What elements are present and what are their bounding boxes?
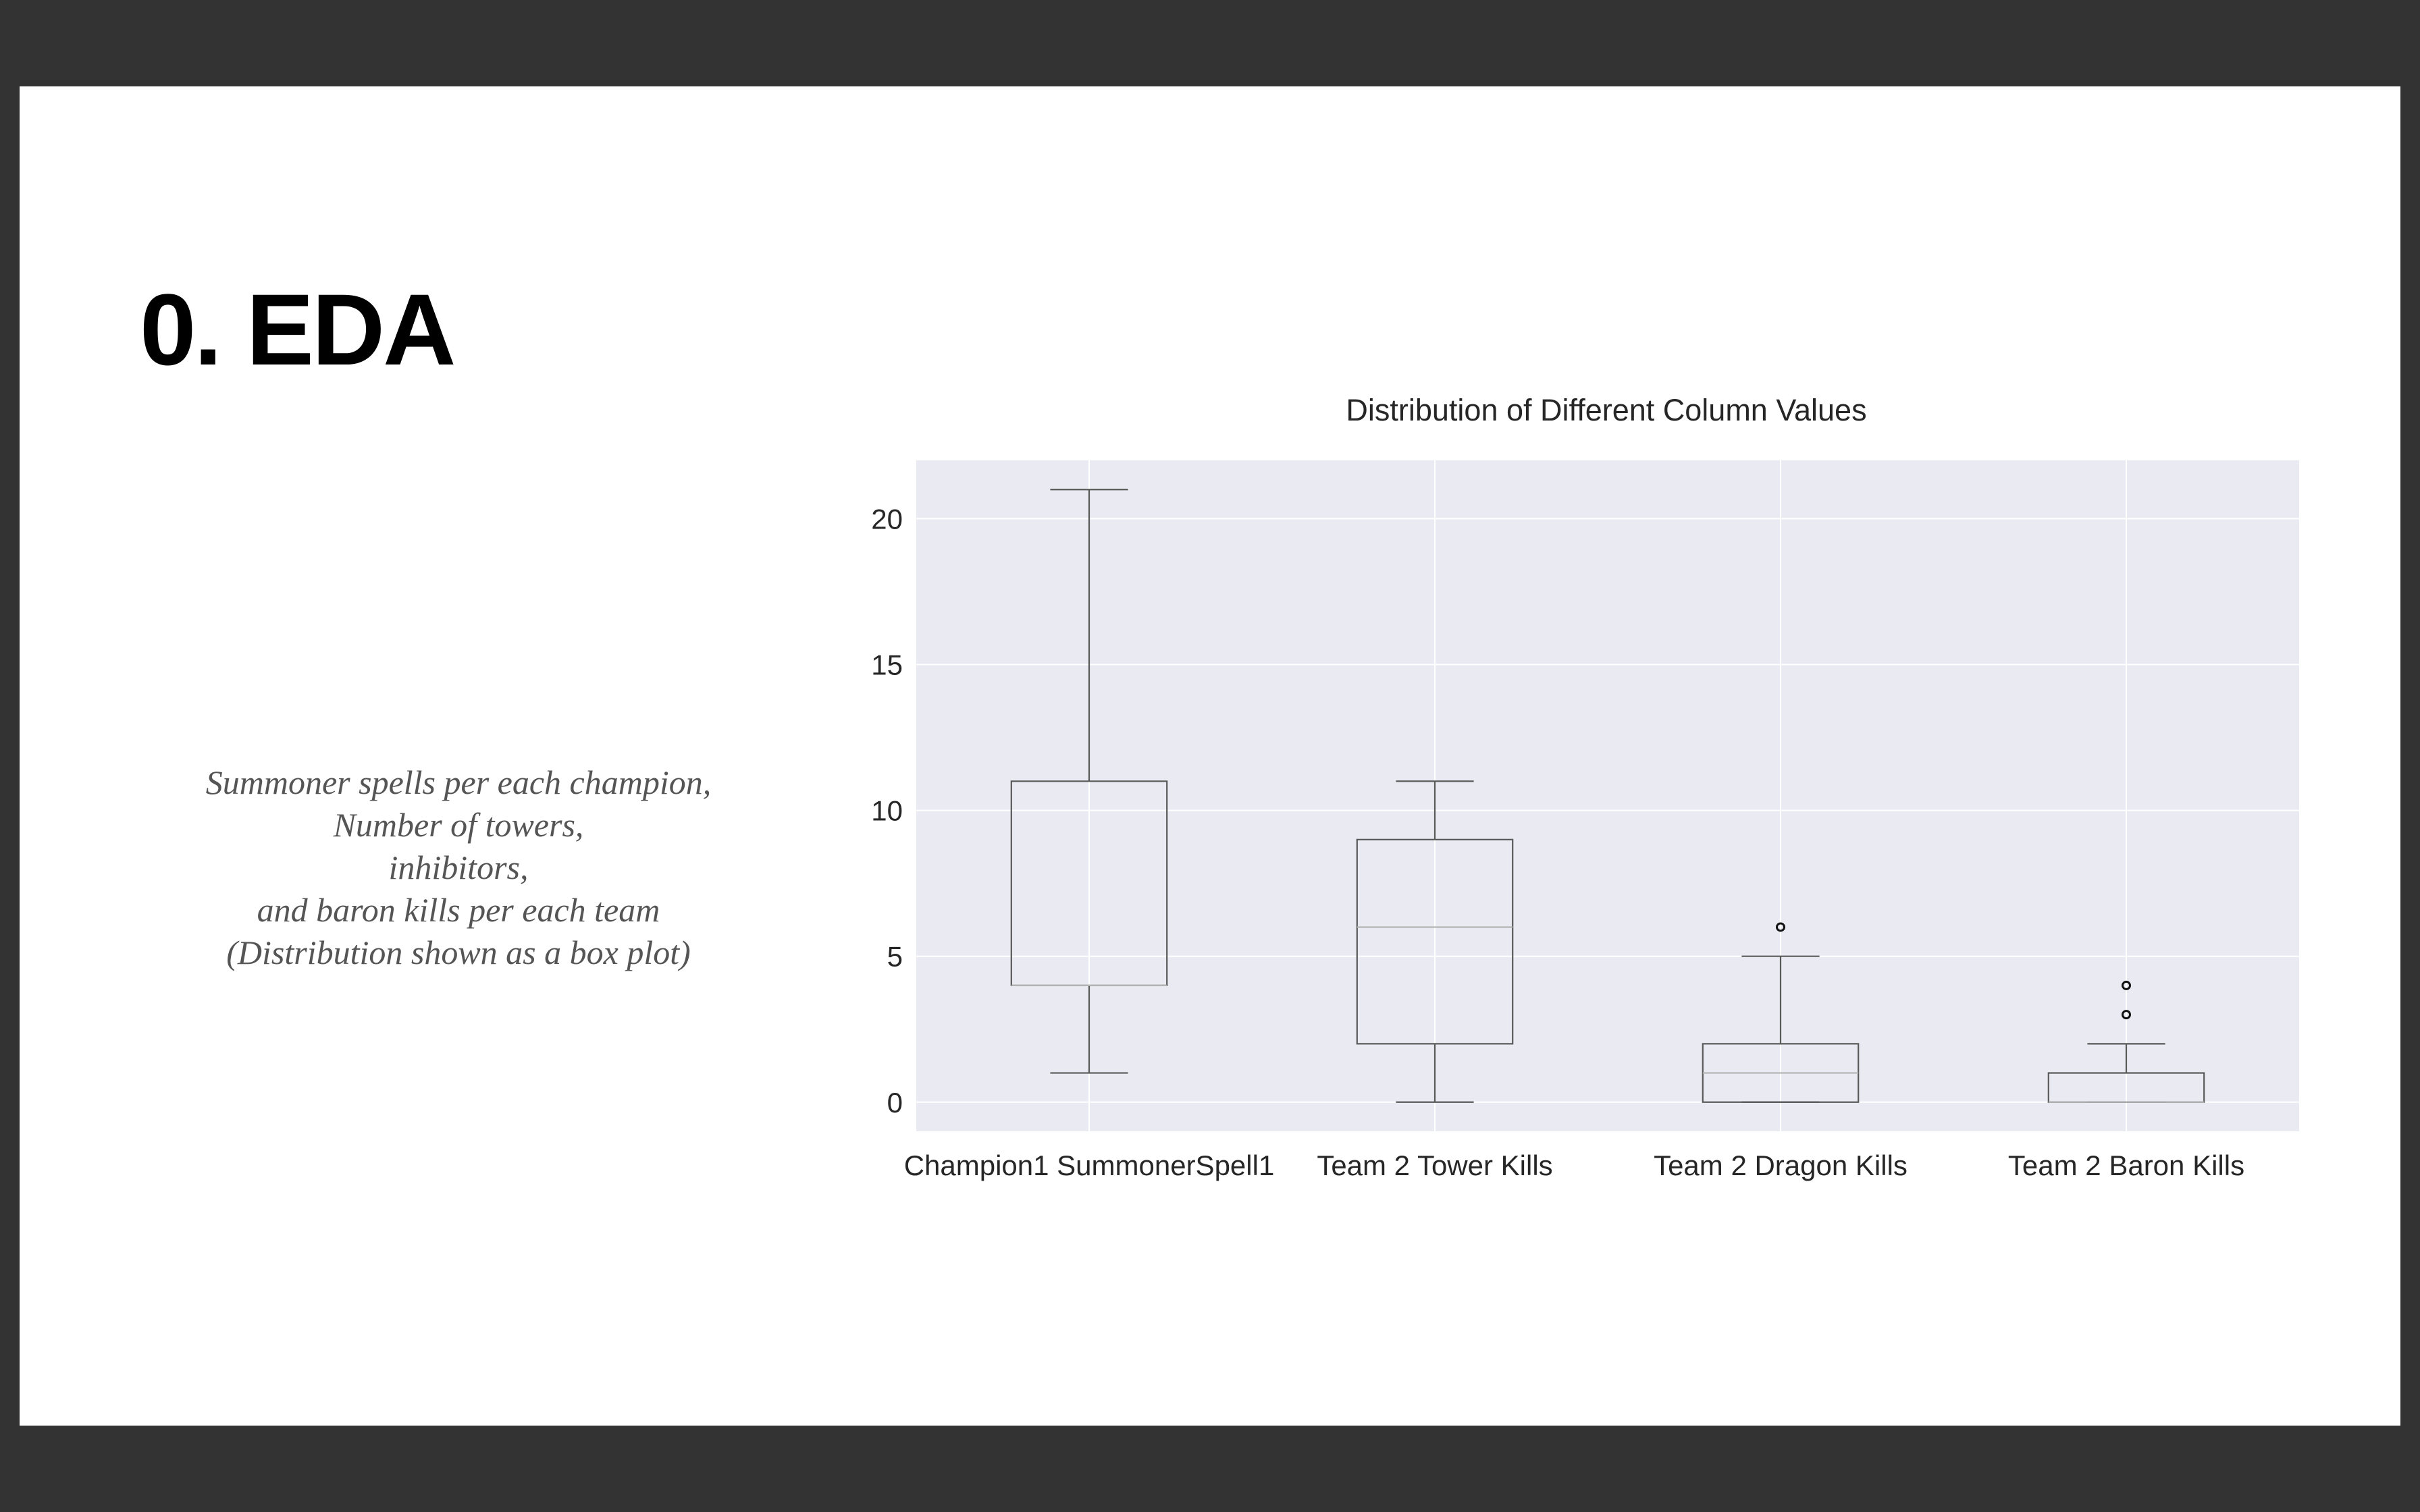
plot-area (916, 460, 2299, 1131)
x-tick-label: Team 2 Tower Kills (1317, 1150, 1552, 1181)
slide-title: 0. EDA (140, 273, 456, 386)
x-tick-label: Team 2 Baron Kills (2008, 1150, 2244, 1181)
caption-line: Summoner spells per each champion, (205, 763, 712, 801)
y-tick-label: 10 (871, 795, 903, 827)
outlier-point (2122, 1010, 2131, 1020)
caption-line: Number of towers, (333, 806, 584, 844)
box (1356, 838, 1514, 1045)
x-tick-label: Team 2 Dragon Kills (1654, 1150, 1908, 1181)
chart-title: Distribution of Different Column Values (1346, 393, 1866, 427)
y-tick-label: 0 (887, 1087, 903, 1118)
y-tick-label: 20 (871, 503, 903, 535)
slide-caption: Summoner spells per each champion, Numbe… (148, 761, 769, 974)
y-tick-label: 15 (871, 649, 903, 681)
caption-line: inhibitors, (388, 848, 529, 886)
x-tick-label: Champion1 SummonerSpell1 (904, 1150, 1275, 1181)
outlier-point (2122, 980, 2131, 990)
outlier-point (1776, 922, 1785, 932)
y-tick-label: 5 (887, 941, 903, 973)
caption-line: and baron kills per each team (257, 891, 660, 929)
caption-line: (Distribution shown as a box plot) (226, 934, 691, 971)
